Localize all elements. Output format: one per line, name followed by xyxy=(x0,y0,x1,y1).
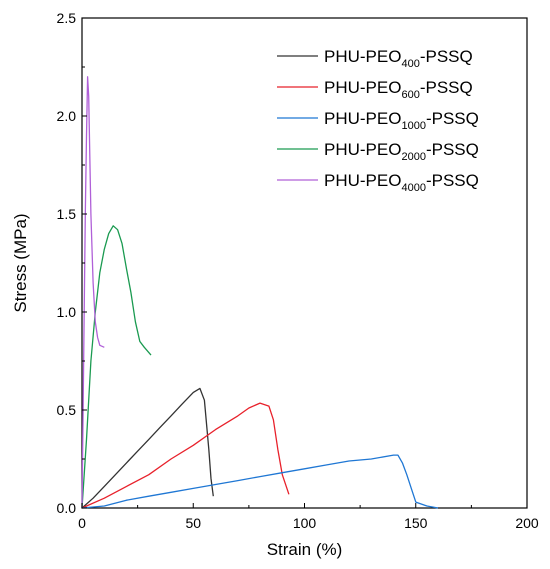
series-line-3 xyxy=(81,225,152,509)
x-axis-title: Strain (%) xyxy=(267,540,343,559)
series-line-0 xyxy=(81,387,214,509)
series-line-1 xyxy=(81,402,290,509)
x-tick-label-2: 100 xyxy=(293,515,317,531)
x-tick-label-0: 0 xyxy=(78,515,86,531)
y-tick-label-2: 1.0 xyxy=(57,304,77,320)
x-tick-label-4: 200 xyxy=(515,515,539,531)
y-tick-label-3: 1.5 xyxy=(57,206,77,222)
ticks-layer: 0 50 100 150 200 0.0 0.5 1.0 1.5 2.0 2.5 xyxy=(57,10,539,531)
y-tick-label-5: 2.5 xyxy=(57,10,77,26)
legend-label-4: PHU-PEO4000-PSSQ xyxy=(324,171,479,194)
x-tick-label-3: 150 xyxy=(404,515,428,531)
y-axis-title: Stress (MPa) xyxy=(11,213,30,312)
series-line-2 xyxy=(81,454,439,509)
legend-label-0: PHU-PEO400-PSSQ xyxy=(324,47,473,70)
legend-label-1: PHU-PEO600-PSSQ xyxy=(324,78,473,101)
y-tick-label-4: 2.0 xyxy=(57,108,77,124)
series-layer xyxy=(81,76,439,509)
legend: PHU-PEO400-PSSQ PHU-PEO600-PSSQ PHU-PEO100… xyxy=(277,47,479,194)
legend-label-2: PHU-PEO1000-PSSQ xyxy=(324,109,479,132)
legend-label-3: PHU-PEO2000-PSSQ xyxy=(324,140,479,163)
series-line-4 xyxy=(81,76,105,509)
y-tick-label-1: 0.5 xyxy=(57,402,77,418)
y-tick-label-0: 0.0 xyxy=(57,500,77,516)
x-tick-label-1: 50 xyxy=(185,515,201,531)
